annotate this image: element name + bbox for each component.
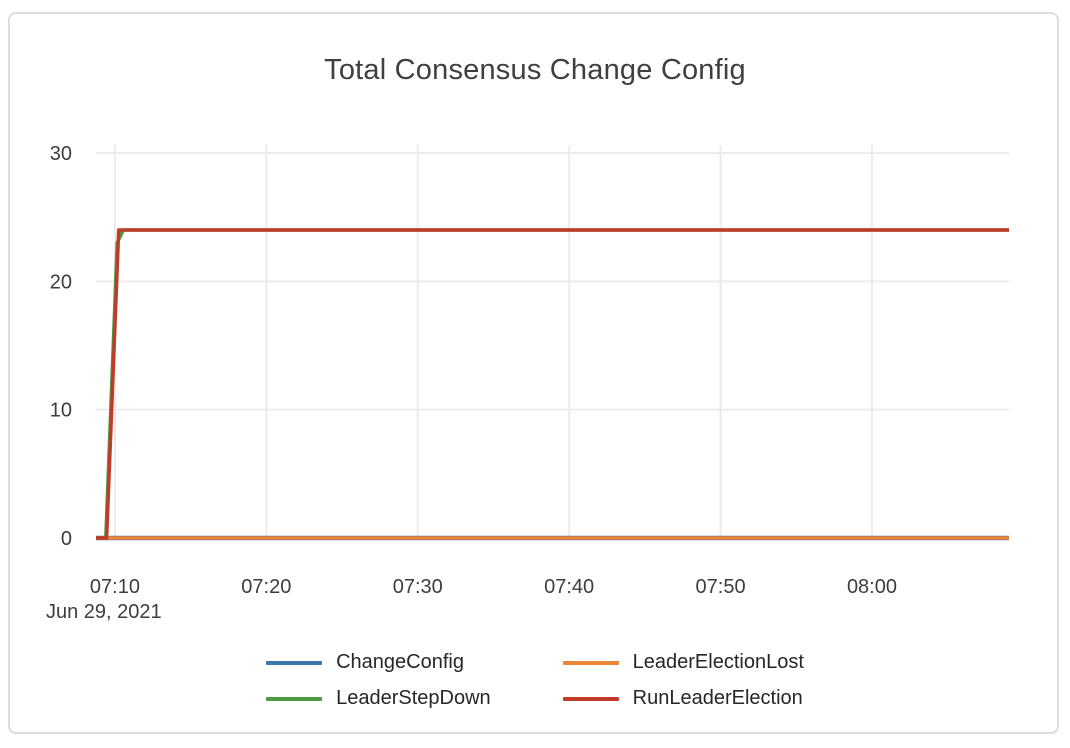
plot-area[interactable] (96, 145, 1009, 538)
x-axis-date-label: Jun 29, 2021 (46, 601, 162, 623)
axis-tick-labels: 0 10 20 30 07:10 07:20 07:30 07:40 07:50 08:00 (50, 143, 897, 598)
series-line-RunLeaderElection (96, 228, 1009, 540)
chart-title: Total Consensus Change Config (324, 54, 746, 86)
x-tick-label: 07:40 (544, 576, 594, 598)
legend-swatch (562, 660, 619, 665)
legend-label: LeaderStepDown (336, 687, 491, 709)
legend-swatch (562, 696, 619, 701)
x-tick-label: 07:30 (393, 576, 443, 598)
legend-swatch (266, 660, 323, 665)
legend-swatch (266, 696, 323, 701)
chart-legend: ChangeConfig LeaderElectionLost LeaderStep… (0, 651, 1070, 710)
y-tick-label: 30 (50, 143, 72, 165)
x-tick-label: 08:00 (847, 576, 897, 598)
legend-label: LeaderElectionLost (632, 651, 804, 673)
series-lines (96, 228, 1009, 541)
legend-grid: ChangeConfig LeaderElectionLost LeaderStep… (266, 651, 804, 710)
x-tick-label: 07:10 (90, 576, 140, 598)
legend-label: ChangeConfig (336, 651, 464, 673)
x-tick-label: 07:20 (241, 576, 291, 598)
legend-item-ChangeConfig[interactable]: ChangeConfig (266, 651, 491, 674)
y-tick-label: 0 (61, 528, 72, 550)
y-tick-label: 20 (50, 271, 72, 293)
legend-item-LeaderStepDown[interactable]: LeaderStepDown (266, 687, 491, 710)
legend-item-LeaderElectionLost[interactable]: LeaderElectionLost (562, 651, 804, 674)
chart-card (8, 12, 1059, 734)
legend-label: RunLeaderElection (632, 687, 803, 709)
y-tick-label: 10 (50, 400, 72, 422)
legend-item-RunLeaderElection[interactable]: RunLeaderElection (562, 687, 804, 710)
x-tick-label: 07:50 (696, 576, 746, 598)
